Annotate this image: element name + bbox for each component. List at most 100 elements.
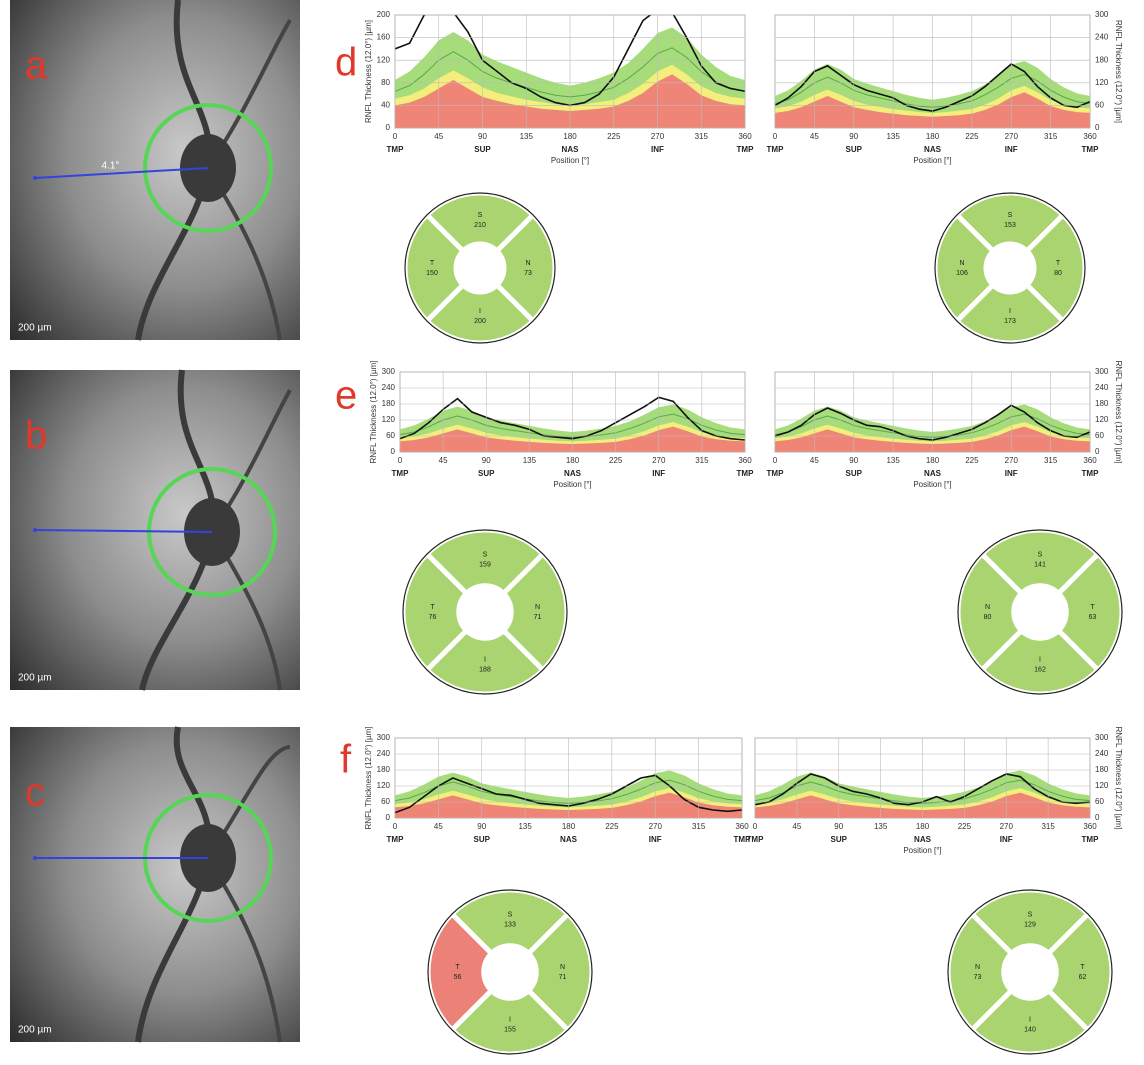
x-tick-label: 360: [1083, 822, 1097, 831]
x-tick-label: 135: [518, 822, 532, 831]
fovea-point: [33, 176, 37, 180]
quadrant-value: 73: [974, 974, 982, 981]
y-tick-label: 180: [1095, 55, 1109, 64]
y-tick-label: 180: [1095, 399, 1109, 408]
y-tick-label: 40: [381, 101, 390, 110]
quadrant-label: T: [1056, 260, 1061, 267]
y-tick-label: 300: [1095, 733, 1109, 742]
quadrant-label: N: [959, 260, 964, 267]
sector-label: TMP: [767, 145, 785, 154]
sector-label: TMP: [387, 145, 405, 154]
quadrant-value: 155: [504, 1026, 516, 1033]
y-tick-label: 120: [1095, 415, 1109, 424]
y-tick-label: 0: [1095, 813, 1100, 822]
sector-label: SUP: [846, 145, 863, 154]
x-axis-label: Position [°]: [553, 480, 591, 489]
scale-label: 200 µm: [18, 323, 52, 334]
sector-label: INF: [649, 835, 662, 844]
x-tick-label: 270: [1005, 132, 1019, 141]
y-tick-label: 240: [377, 749, 391, 758]
quadrant-value: 159: [479, 561, 491, 568]
y-tick-label: 60: [1095, 101, 1104, 110]
sector-label: SUP: [831, 835, 848, 844]
panel-letter: a: [25, 44, 48, 88]
sector-label: TMP: [747, 835, 765, 844]
fundus-image: [10, 727, 300, 1042]
quadrant-value: 153: [1004, 222, 1016, 229]
x-tick-label: 135: [874, 822, 888, 831]
x-tick-label: 315: [1044, 132, 1058, 141]
y-axis-label: RNFL Thickness (12.0°) [µm]: [364, 20, 373, 123]
quadrant-value: 162: [1034, 666, 1046, 673]
y-tick-label: 0: [1095, 123, 1100, 132]
quadrant-value: 140: [1024, 1026, 1036, 1033]
sector-label: NAS: [914, 835, 932, 844]
sector-label: INF: [652, 469, 665, 478]
sector-label: TMP: [387, 835, 405, 844]
y-tick-label: 120: [1095, 78, 1109, 87]
sector-label: TMP: [737, 469, 755, 478]
sector-label: NAS: [560, 835, 578, 844]
quadrant-value: 200: [474, 318, 486, 325]
y-axis-label: RNFL Thickness (12.0°) [µm]: [369, 361, 378, 464]
x-tick-label: 90: [849, 456, 858, 465]
fundus-image: [10, 370, 300, 690]
panel-letter: b: [25, 414, 47, 458]
quadrant-label: S: [1028, 911, 1033, 918]
y-tick-label: 80: [381, 78, 390, 87]
sector-label: TMP: [737, 145, 755, 154]
y-tick-label: 240: [1095, 383, 1109, 392]
x-tick-label: 0: [398, 456, 403, 465]
sector-label: SUP: [846, 469, 863, 478]
y-tick-label: 120: [377, 781, 391, 790]
quadrant-label: T: [1080, 964, 1085, 971]
quadrant-value: 80: [1054, 270, 1062, 277]
y-tick-label: 300: [377, 733, 391, 742]
quadrant-label: I: [484, 656, 486, 663]
quadrant-label: N: [560, 964, 565, 971]
quadrant-label: T: [430, 604, 435, 611]
y-tick-label: 60: [1095, 431, 1104, 440]
y-tick-label: 300: [1095, 367, 1109, 376]
sector-label: NAS: [564, 469, 582, 478]
fundus-image: [10, 0, 300, 340]
quadrant-value: 106: [956, 270, 968, 277]
y-tick-label: 60: [386, 431, 395, 440]
y-axis-label: RNFL Thickness (12.0°) [µm]: [1114, 361, 1123, 464]
quadrant-value: 141: [1034, 561, 1046, 568]
figure: a200 µm4.1°b200 µmc200 µmdef040801201602…: [0, 0, 1144, 1060]
quadrant-value: 129: [1024, 921, 1036, 928]
x-tick-label: 135: [520, 132, 534, 141]
quadrant-label: T: [1090, 604, 1095, 611]
quadrant-label: I: [509, 1016, 511, 1023]
quadrant-value: 133: [504, 921, 516, 928]
quadrant-label: T: [455, 964, 460, 971]
quadrant-label: N: [525, 260, 530, 267]
quadrant-label: I: [1029, 1016, 1031, 1023]
quadrant-value: 71: [534, 614, 542, 621]
y-tick-label: 240: [382, 383, 396, 392]
quadrant-value: 63: [1089, 614, 1097, 621]
x-tick-label: 0: [753, 822, 758, 831]
quadrant-label: S: [483, 551, 488, 558]
x-tick-label: 90: [482, 456, 491, 465]
quadrant-value: 56: [454, 974, 462, 981]
quadrant-label: I: [1009, 308, 1011, 315]
sector-label: TMP: [1082, 145, 1100, 154]
x-tick-label: 270: [651, 132, 665, 141]
quadrant-value: 71: [559, 974, 567, 981]
y-axis-label: RNFL Thickness (12.0°) [µm]: [1114, 20, 1123, 123]
y-tick-label: 60: [381, 797, 390, 806]
x-tick-label: 180: [916, 822, 930, 831]
x-tick-label: 135: [886, 456, 900, 465]
panel-letter: e: [335, 374, 357, 418]
x-tick-label: 90: [477, 822, 486, 831]
x-tick-label: 225: [607, 132, 621, 141]
x-tick-label: 180: [566, 456, 580, 465]
panel-letter: d: [335, 41, 357, 85]
y-axis-label: RNFL Thickness (12.0°) [µm]: [1114, 727, 1123, 830]
sector-label: NAS: [562, 145, 580, 154]
